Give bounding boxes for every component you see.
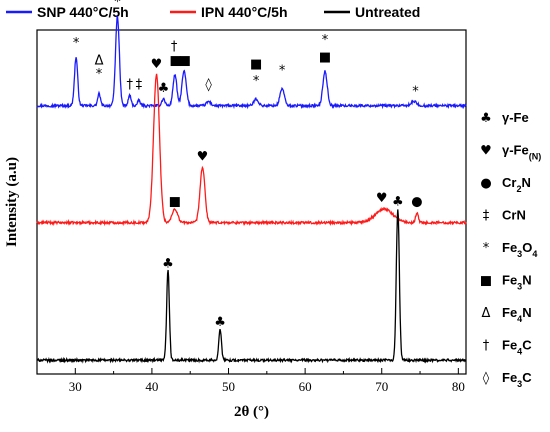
phase-key-symbol: ‡ <box>483 209 490 224</box>
series-line <box>36 73 467 227</box>
plot-frame <box>36 29 467 375</box>
peak-marker: ■ <box>170 53 182 68</box>
peak-marker: ♥ <box>376 191 388 206</box>
phase-key-item: ‡ CrN <box>483 208 526 224</box>
peak-marker: * <box>253 74 260 89</box>
phase-key-symbol: ♣ <box>480 111 492 126</box>
peak-marker: ■ <box>250 57 262 72</box>
series-line <box>36 15 467 110</box>
peak-marker: * <box>73 36 80 51</box>
phase-key-symbol: ■ <box>480 274 492 289</box>
peak-marker: ♣ <box>162 256 174 271</box>
x-tick-label: 30 <box>69 379 82 394</box>
phase-key-item: ◊ Fe3C <box>483 370 532 389</box>
x-tick-label: 80 <box>452 379 465 394</box>
peak-marker: ♥ <box>197 150 209 165</box>
phase-key-symbol: * <box>483 241 490 256</box>
legend-item: IPN 440°C/5h <box>170 4 288 20</box>
phase-key-label: γ-Fe(N) <box>502 143 541 162</box>
peak-marker: ■ <box>319 50 331 65</box>
x-tick-label: 50 <box>222 379 235 394</box>
peak-marker: ♣ <box>392 194 404 209</box>
phase-key-label: CrN <box>502 208 526 223</box>
peak-marker: † <box>171 40 178 55</box>
peak-marker: ♣ <box>214 315 226 330</box>
y-axis-title: Intensity (a.u) <box>4 157 20 247</box>
phase-key-symbol: ◊ <box>483 371 490 386</box>
phase-key-label: Fe4N <box>502 305 532 324</box>
phase-key-label: γ-Fe <box>502 110 529 125</box>
peak-marker: * <box>114 0 121 10</box>
peak-marker: ■ <box>179 53 191 68</box>
phase-key-label: Cr2N <box>502 175 531 194</box>
peak-marker: ♥ <box>151 57 163 72</box>
x-tick-label: 40 <box>145 379 158 394</box>
phase-key-symbol: † <box>483 339 490 354</box>
peak-marker: * <box>412 84 419 99</box>
phase-key-item: * Fe3O4 <box>483 240 538 259</box>
phase-key-symbol: ♥ <box>480 144 492 159</box>
legend-label: SNP 440°C/5h <box>37 4 129 20</box>
phase-key-item: ♥ γ-Fe(N) <box>480 143 541 162</box>
phase-key-symbol: ● <box>480 176 491 191</box>
peak-marker: * <box>322 33 329 48</box>
peak-marker: ◊ <box>205 77 212 92</box>
legend: SNP 440°C/5h IPN 440°C/5h Untreated <box>6 4 420 20</box>
phase-key-label: Fe3C <box>502 370 532 389</box>
peak-marker: * <box>96 67 103 82</box>
legend-label: Untreated <box>355 4 420 20</box>
legend-item: Untreated <box>324 4 420 20</box>
phase-key-item: ■ Fe3N <box>480 273 532 292</box>
series-line <box>36 209 467 364</box>
peak-marker: ■ <box>169 194 181 209</box>
peak-marker: * <box>279 64 286 79</box>
phase-key-item: Δ Fe4N <box>482 305 532 324</box>
peak-marker: ♣ <box>158 81 170 96</box>
x-tick-label: 70 <box>375 379 388 394</box>
x-axis-title: 2θ (°) <box>234 404 269 420</box>
peak-marker: ● <box>411 194 422 209</box>
peak-marker: Δ <box>95 53 104 68</box>
peak-marker: ‡ <box>136 77 143 92</box>
phase-key-item: ♣ γ-Fe <box>480 110 529 126</box>
phase-key-label: Fe3O4 <box>502 240 537 259</box>
legend-label: IPN 440°C/5h <box>201 4 288 20</box>
series-layer <box>36 15 467 364</box>
legend-item: SNP 440°C/5h <box>6 4 129 20</box>
phase-key: ♣ γ-Fe ♥ γ-Fe(N) ● Cr2N ‡ CrN * Fe3O4 ■ Fe3N Δ Fe4N † F… <box>480 110 541 389</box>
x-tick-label: 60 <box>299 379 312 394</box>
peak-marker: † <box>126 77 133 92</box>
phase-key-item: ● Cr2N <box>480 175 531 194</box>
x-axis: 30 40 50 60 70 80 <box>36 368 465 394</box>
phase-key-label: Fe4C <box>502 338 532 357</box>
phase-key-symbol: Δ <box>482 306 491 321</box>
phase-key-label: Fe3N <box>502 273 532 292</box>
peak-markers: *Δ**† ‡ ♣†■■◊■***■*♥■♥♥ ●♣♣♣ <box>73 0 423 330</box>
phase-key-item: † Fe4C <box>483 338 532 357</box>
